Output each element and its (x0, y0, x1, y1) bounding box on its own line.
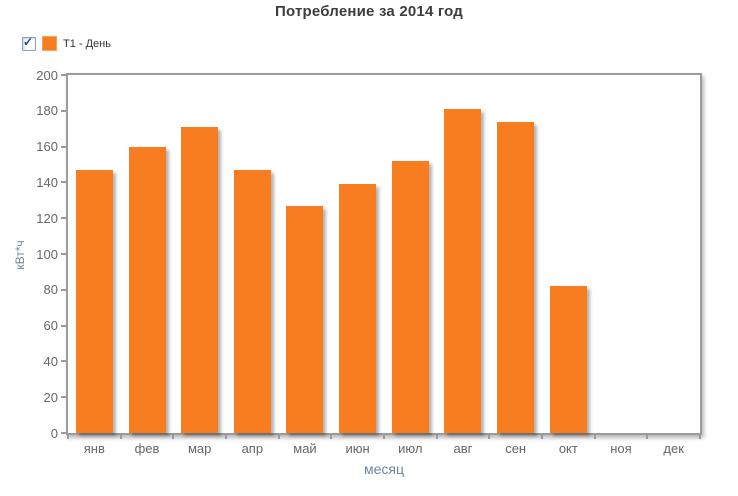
y-axis-tick (61, 432, 67, 434)
y-axis-tick (61, 253, 67, 255)
checkmark-icon: ✓ (23, 35, 34, 49)
x-axis-title: месяц (363, 461, 404, 477)
x-axis-tick (225, 435, 227, 439)
bar-апр[interactable] (234, 169, 271, 433)
legend-label: T1 - День (63, 38, 111, 50)
x-axis-tick (172, 435, 175, 439)
y-axis-tick (61, 181, 67, 184)
x-axis-category-label: сен (505, 441, 527, 456)
y-axis-tick-label: 40 (43, 353, 58, 369)
y-axis-tick-label: 200 (36, 67, 58, 83)
y-axis-tick-label: 120 (36, 210, 58, 226)
y-axis-tick-label: 100 (36, 246, 58, 262)
bar-май[interactable] (286, 205, 323, 433)
x-axis-category-label: окт (558, 441, 578, 456)
y-axis-tick (61, 217, 67, 220)
legend-checkbox[interactable]: ✓ (22, 35, 36, 51)
x-axis-tick (488, 435, 491, 439)
x-axis-category-label: авг (453, 441, 473, 456)
y-axis-tick-label: 180 (36, 103, 58, 119)
x-axis-category-label: ноя (610, 441, 632, 456)
y-axis-tick-label: 60 (43, 318, 58, 334)
x-axis-tick (541, 435, 543, 439)
y-axis-tick (61, 74, 67, 76)
bar-янв[interactable] (76, 169, 113, 433)
plot-area (66, 73, 702, 435)
bar-июн[interactable] (339, 184, 376, 433)
x-axis-tick (67, 435, 69, 439)
x-axis-tick (383, 435, 385, 439)
y-axis-tick (61, 396, 67, 399)
bar-сен[interactable] (497, 121, 534, 433)
chart-title: Потребление за 2014 год (274, 3, 464, 20)
x-axis-category-label: дек (663, 441, 684, 456)
y-axis-tick (61, 324, 67, 327)
x-axis-tick (330, 435, 333, 439)
x-axis-tick (699, 435, 701, 439)
y-axis-tick-label: 80 (43, 282, 58, 298)
x-axis-category-label: июн (345, 441, 370, 456)
x-axis-category-label: май (293, 441, 317, 456)
y-axis-tick-label: 160 (36, 139, 58, 155)
x-axis-tick (593, 435, 596, 439)
bar-июл[interactable] (392, 160, 429, 433)
x-axis-category-label: июл (398, 441, 423, 456)
bar-авг[interactable] (444, 109, 481, 433)
y-axis-tick (61, 109, 67, 112)
y-axis-tick-label: 20 (43, 389, 58, 405)
x-axis-category-label: апр (241, 441, 264, 456)
y-axis-tick (61, 145, 67, 148)
x-axis-category-label: мар (187, 441, 212, 456)
x-axis-tick (119, 435, 122, 439)
bar-мар[interactable] (181, 126, 218, 433)
y-axis-tick (61, 288, 67, 291)
x-axis-tick (435, 435, 438, 439)
y-axis-tick-label: 0 (50, 425, 58, 441)
x-axis-category-label: янв (83, 441, 105, 456)
y-axis-tick-label: 140 (36, 174, 58, 190)
bar-окт[interactable] (550, 286, 587, 433)
legend-color-swatch (42, 36, 57, 51)
x-axis-tick (277, 435, 280, 439)
x-axis-tick (646, 435, 649, 439)
y-axis-tick (61, 360, 67, 363)
x-axis-category-label: фев (134, 441, 160, 456)
bar-фев[interactable] (129, 146, 166, 433)
